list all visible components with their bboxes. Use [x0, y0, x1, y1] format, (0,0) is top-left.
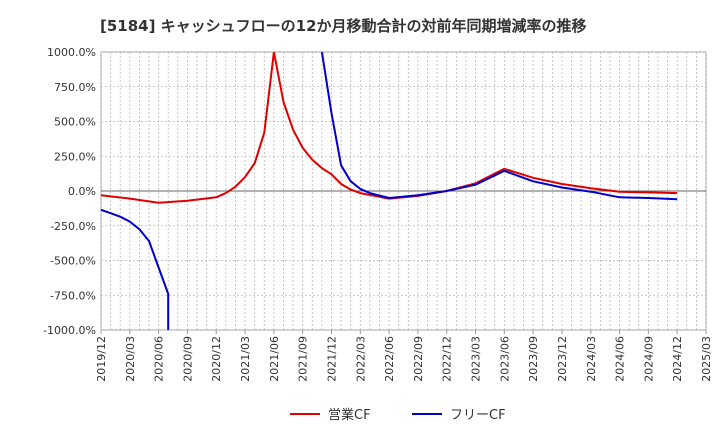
x-tick-label: 2022/12	[441, 336, 454, 382]
y-tick-label: 750.0%	[54, 81, 96, 94]
chart-title: [5184] キャッシュフローの12か月移動合計の対前年同期増減率の推移	[100, 17, 587, 35]
x-tick-label: 2021/06	[268, 336, 281, 382]
y-axis: 1000.0% 750.0% 500.0% 250.0% 0.0% -250.0% -500…	[43, 46, 96, 337]
y-tick-label: -250.0%	[50, 220, 96, 233]
x-tick-label: 2020/03	[124, 336, 137, 382]
legend-label-2: フリーCF	[450, 408, 506, 423]
x-tick-label: 2023/09	[527, 336, 540, 382]
y-tick-label: -500.0%	[50, 255, 96, 268]
x-tick-label: 2023/06	[498, 336, 511, 382]
legend-label-1: 営業CF	[328, 407, 371, 423]
series-line-1	[101, 52, 678, 204]
x-tick-label: 2024/12	[671, 336, 684, 382]
x-tick-label: 2020/12	[210, 336, 223, 382]
y-tick-label: 250.0%	[54, 150, 96, 163]
x-tick-label: 2024/06	[614, 336, 627, 382]
x-tick-label: 2022/06	[383, 336, 396, 382]
x-tick-label: 2021/09	[297, 336, 310, 382]
x-axis: 2019/12 2020/03 2020/06 2020/09 2020/12 2021/…	[95, 330, 713, 382]
y-tick-label: 500.0%	[54, 116, 96, 129]
x-tick-label: 2022/03	[354, 336, 367, 382]
y-tick-label: -750.0%	[50, 289, 96, 302]
series-group	[101, 52, 678, 330]
x-tick-label: 2022/09	[412, 336, 425, 382]
x-tick-label: 2020/06	[153, 336, 166, 382]
x-tick-label: 2021/03	[239, 336, 252, 382]
y-tick-label: 1000.0%	[47, 46, 96, 59]
x-tick-label: 2024/03	[585, 336, 598, 382]
x-tick-label: 2023/12	[556, 336, 569, 382]
x-tick-label: 2021/12	[325, 336, 338, 382]
x-tick-label: 2024/09	[642, 336, 655, 382]
grid	[100, 51, 707, 331]
x-tick-label: 2020/09	[181, 336, 194, 382]
y-tick-label: -1000.0%	[43, 324, 96, 337]
x-tick-label: 2019/12	[95, 336, 108, 382]
series-line-2	[101, 52, 678, 330]
x-tick-label: 2023/03	[470, 336, 483, 382]
x-tick-label: 2025/03	[700, 336, 713, 382]
y-tick-label: 0.0%	[68, 185, 96, 198]
legend: 営業CF フリーCF	[290, 407, 506, 423]
